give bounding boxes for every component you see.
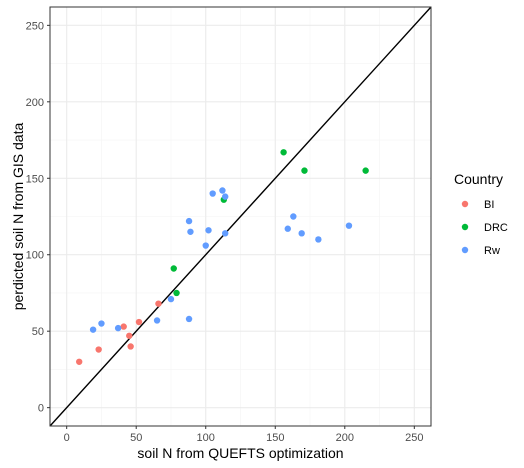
y-tick-label: 100: [26, 250, 44, 262]
legend-items: BI DRC Rw: [461, 199, 508, 257]
data-point-rw: [167, 295, 175, 303]
series-drc: [170, 149, 369, 297]
data-point-drc: [362, 167, 369, 174]
data-point-drc: [173, 289, 180, 297]
legend-item-rw: Rw: [461, 245, 500, 257]
series-bi: [76, 300, 162, 365]
data-point-bi: [120, 323, 127, 330]
x-axis-ticks: 0 50 100 150 200 250: [64, 426, 423, 444]
legend-label: Rw: [484, 245, 500, 257]
data-point-rw: [202, 242, 209, 249]
data-point-rw: [209, 190, 216, 197]
y-tick-label: 50: [32, 326, 44, 338]
legend-item-drc: DRC: [461, 222, 508, 234]
data-point-rw: [187, 228, 194, 235]
data-point-rw: [89, 326, 97, 333]
legend-label: DRC: [484, 222, 508, 234]
data-point-bi: [95, 346, 102, 353]
legend: Country BI DRC Rw: [454, 171, 508, 257]
legend-key: [461, 246, 469, 254]
data-point-bi: [76, 358, 83, 365]
data-point-drc: [170, 265, 177, 272]
legend-title: Country: [454, 171, 503, 187]
data-point-rw: [185, 217, 193, 225]
major-gridlines: [50, 7, 431, 426]
data-point-rw: [98, 320, 105, 327]
legend-key: [461, 200, 469, 208]
panel-border: [49, 6, 432, 427]
y-tick-label: 250: [26, 20, 44, 32]
data-point-drc: [301, 167, 308, 174]
series-rw: [89, 187, 353, 333]
minor-gridlines: [50, 7, 431, 426]
data-point-bi: [127, 343, 134, 350]
reference-line-layer: [49, 6, 432, 427]
identity-reference-line: [49, 6, 432, 427]
x-tick-label: 0: [64, 432, 70, 444]
y-tick-label: 200: [26, 97, 44, 109]
data-point-rw: [345, 222, 353, 229]
data-point-rw: [185, 315, 193, 323]
points-layer: [76, 149, 369, 365]
data-point-rw: [222, 193, 229, 200]
data-point-rw: [205, 227, 212, 234]
legend-key: [461, 223, 469, 231]
data-point-bi: [126, 332, 133, 339]
data-point-rw: [219, 187, 226, 194]
data-point-rw: [222, 230, 229, 237]
legend-label: BI: [484, 199, 494, 211]
data-point-rw: [153, 317, 161, 324]
x-tick-label: 200: [336, 432, 354, 444]
x-tick-label: 250: [405, 432, 423, 444]
data-point-rw: [298, 230, 305, 237]
data-point-bi: [135, 318, 143, 326]
legend-item-bi: BI: [461, 199, 494, 211]
data-point-rw: [114, 324, 122, 332]
x-tick-label: 150: [266, 432, 284, 444]
y-axis-title: perdicted soil N from GIS data: [10, 123, 26, 311]
data-point-rw: [290, 213, 297, 220]
x-tick-label: 50: [130, 432, 142, 444]
data-point-drc: [280, 149, 287, 156]
x-axis-title: soil N from QUEFTS optimization: [137, 445, 343, 461]
y-axis-ticks: 0 50 100 150 200 250: [26, 20, 50, 415]
data-point-bi: [155, 300, 162, 307]
data-point-rw: [315, 236, 322, 243]
data-point-rw: [284, 225, 291, 232]
y-tick-label: 150: [26, 173, 44, 185]
x-tick-label: 100: [197, 432, 215, 444]
y-tick-label: 0: [38, 403, 44, 415]
